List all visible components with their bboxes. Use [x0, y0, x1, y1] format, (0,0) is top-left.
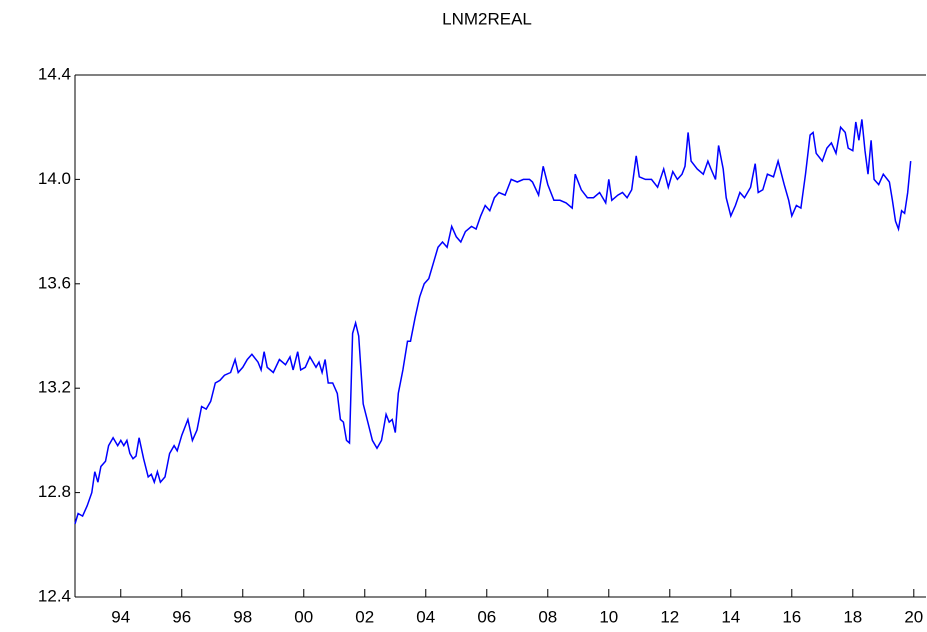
y-tick-label: 13.6 — [38, 273, 71, 292]
x-tick-label: 02 — [355, 607, 374, 626]
y-tick-label: 13.2 — [38, 378, 71, 397]
x-tick-label: 98 — [233, 607, 252, 626]
y-tick-label: 14.4 — [38, 64, 71, 83]
x-tick-label: 00 — [294, 607, 313, 626]
y-tick-label: 12.4 — [38, 586, 71, 605]
y-tick-label: 14.0 — [38, 169, 71, 188]
x-tick-label: 06 — [477, 607, 496, 626]
x-tick-label: 04 — [416, 607, 435, 626]
x-tick-label: 12 — [660, 607, 679, 626]
x-tick-label: 96 — [172, 607, 191, 626]
data-line — [74, 119, 912, 525]
x-tick-label: 14 — [721, 607, 740, 626]
x-tick-label: 18 — [843, 607, 862, 626]
x-tick-label: 10 — [599, 607, 618, 626]
x-tick-label: 20 — [904, 607, 923, 626]
x-tick-label: 16 — [782, 607, 801, 626]
x-tick-label: 94 — [111, 607, 130, 626]
x-tick-label: 08 — [538, 607, 557, 626]
y-tick-label: 12.8 — [38, 482, 71, 501]
chart-title: LNM2REAL — [442, 9, 532, 28]
